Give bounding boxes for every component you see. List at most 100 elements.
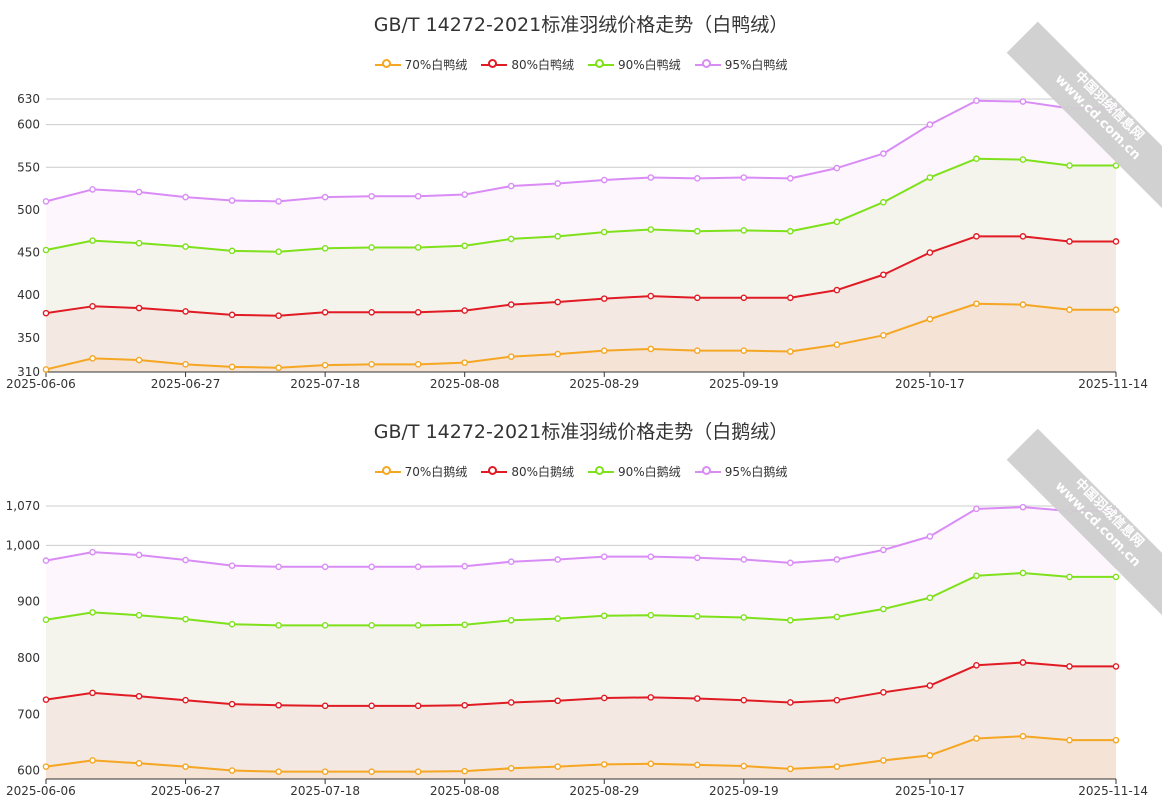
legend-item[interactable]: 80%白鹅绒 <box>481 463 574 480</box>
data-point <box>507 765 515 772</box>
data-point <box>973 97 980 105</box>
legend-label: 70%白鸭绒 <box>404 58 468 72</box>
data-point <box>740 696 748 704</box>
data-point <box>554 556 562 563</box>
data-point <box>1066 736 1073 744</box>
data-point <box>787 348 794 355</box>
data-point <box>973 661 980 669</box>
data-point <box>368 192 375 200</box>
data-point <box>414 622 422 629</box>
data-point <box>833 164 841 172</box>
data-point <box>554 233 562 240</box>
data-point <box>1019 233 1027 240</box>
data-point <box>787 699 794 706</box>
x-tick-label: 2025-11-14 <box>1078 377 1148 391</box>
legend-item[interactable]: 95%白鸭绒 <box>694 56 787 73</box>
data-point <box>414 308 422 316</box>
data-point <box>694 175 701 182</box>
data-point <box>42 198 50 205</box>
data-point <box>275 701 282 709</box>
data-point <box>1066 238 1073 245</box>
x-tick-label: 2025-10-17 <box>895 784 965 798</box>
data-point <box>647 611 655 619</box>
legend-swatch-icon <box>374 465 401 479</box>
data-point <box>740 556 748 563</box>
data-point <box>321 563 329 571</box>
data-point <box>973 505 980 513</box>
y-tick-label: 600 <box>17 118 40 132</box>
data-point <box>880 605 887 613</box>
series-band <box>46 572 1116 706</box>
legend-item[interactable]: 80%白鸭绒 <box>481 56 574 73</box>
data-point <box>880 271 887 279</box>
data-point <box>1112 663 1120 670</box>
data-point <box>182 696 189 704</box>
data-point <box>89 355 96 362</box>
data-point <box>740 614 748 621</box>
data-point <box>89 186 96 193</box>
data-point <box>1112 736 1120 744</box>
data-point <box>926 249 934 256</box>
legend-item[interactable]: 70%白鸭绒 <box>374 56 468 73</box>
duck-down-chart: GB/T 14272-2021标准羽绒价格走势（白鸭绒） 70%白鸭绒 80%白鸭… <box>0 14 1162 391</box>
legend-item[interactable]: 70%白鹅绒 <box>374 463 467 480</box>
legend-label: 90%白鸭绒 <box>618 58 681 72</box>
data-point <box>321 361 329 369</box>
data-point <box>135 759 143 767</box>
data-point <box>461 621 468 629</box>
data-point <box>321 768 329 775</box>
data-point <box>1019 156 1027 163</box>
series-line <box>45 506 1116 568</box>
data-point <box>321 308 329 316</box>
data-point <box>228 363 236 371</box>
x-tick-label: 2025-11-14 <box>1078 784 1148 798</box>
data-point <box>368 361 375 368</box>
goose-down-chart: GB/T 14272-2021标准羽绒价格走势（白鹅绒） 70%白鹅绒 80%白鹅… <box>0 407 1162 810</box>
series-line <box>45 235 1116 317</box>
data-point <box>647 760 655 768</box>
data-point <box>554 697 562 705</box>
x-tick-label: 2025-06-27 <box>151 784 221 798</box>
data-point <box>414 361 422 368</box>
data-point <box>926 752 934 759</box>
data-point <box>228 247 236 255</box>
y-tick-label: 630 <box>17 92 40 106</box>
data-point <box>647 292 655 300</box>
plot-area: 600 700 800 900 1,000 1,070 2025-06-06 2025-06-… <box>6 499 1148 798</box>
y-tick-label: 900 <box>17 595 40 609</box>
data-point <box>182 556 189 564</box>
legend: 70%白鸭绒 80%白鸭绒 90%白鸭绒 95%白鸭绒 <box>0 56 1162 73</box>
data-point <box>368 702 375 710</box>
data-point <box>926 594 934 602</box>
legend-label: 80%白鹅绒 <box>511 465 574 479</box>
data-point <box>740 347 748 354</box>
data-point <box>42 616 50 624</box>
data-point <box>880 689 887 696</box>
legend-item[interactable]: 90%白鸭绒 <box>588 56 681 73</box>
data-point <box>461 242 468 250</box>
data-point <box>507 301 515 308</box>
data-point <box>89 237 96 244</box>
data-point <box>600 295 608 302</box>
x-tick-label: 2025-06-06 <box>6 377 76 391</box>
data-point <box>275 622 282 629</box>
data-point <box>1066 663 1073 670</box>
legend-swatch-icon <box>694 58 721 72</box>
data-point <box>182 615 189 623</box>
x-tick-label: 2025-08-29 <box>569 377 639 391</box>
x-tick-label: 2025-06-27 <box>151 377 221 391</box>
data-point <box>1019 659 1027 666</box>
data-point <box>1019 569 1027 577</box>
series-line <box>45 571 1116 627</box>
legend-label: 90%白鹅绒 <box>618 465 681 479</box>
legend-item[interactable]: 90%白鹅绒 <box>588 463 681 480</box>
data-point <box>1066 162 1073 169</box>
x-tick-label: 2025-08-29 <box>569 784 639 798</box>
data-point <box>89 548 96 556</box>
series-band <box>46 158 1116 316</box>
series-band <box>46 507 1116 626</box>
legend-item[interactable]: 95%白鹅绒 <box>694 463 787 480</box>
data-point <box>135 692 143 700</box>
data-point <box>1112 573 1120 581</box>
data-point <box>554 298 562 306</box>
